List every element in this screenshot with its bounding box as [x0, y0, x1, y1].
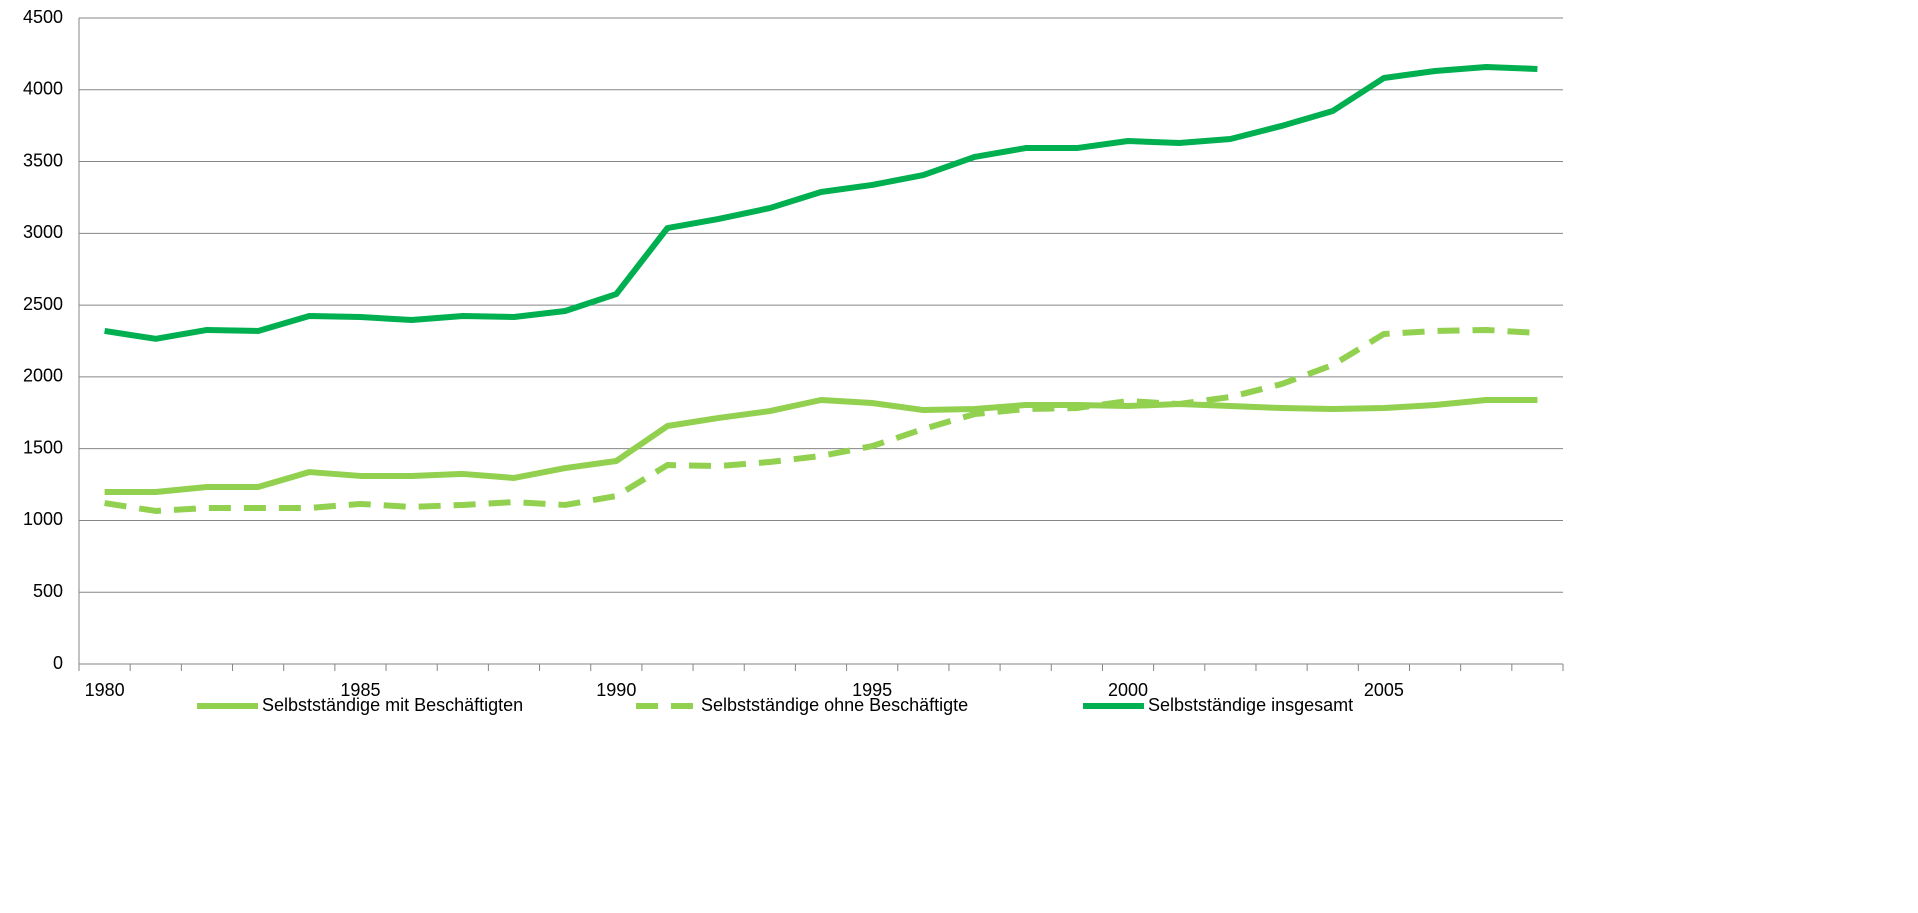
x-tick-label: 2005 [1364, 680, 1404, 700]
y-tick-label: 4500 [23, 7, 63, 27]
y-tick-label: 2000 [23, 366, 63, 386]
y-tick-label: 4000 [23, 79, 63, 99]
x-tick-label: 1980 [85, 680, 125, 700]
y-tick-label: 0 [53, 653, 63, 673]
legend-label: Selbstständige mit Beschäftigten [262, 695, 523, 715]
x-tick-label: 1995 [852, 680, 892, 700]
y-tick-label: 1000 [23, 509, 63, 529]
x-tick-label: 1990 [596, 680, 636, 700]
x-tick-label: 1985 [340, 680, 380, 700]
y-tick-label: 1500 [23, 437, 63, 457]
x-tick-label: 2000 [1108, 680, 1148, 700]
y-tick-label: 500 [33, 581, 63, 601]
legend-label: Selbstständige insgesamt [1148, 695, 1353, 715]
y-tick-label: 3500 [23, 150, 63, 170]
series-line [104, 63, 1538, 342]
y-tick-label: 2500 [23, 294, 63, 314]
series-line [104, 326, 1538, 514]
series-line [104, 397, 1538, 496]
y-tick-label: 3000 [23, 222, 63, 242]
legend-label: Selbstständige ohne Beschäftigte [701, 695, 968, 715]
